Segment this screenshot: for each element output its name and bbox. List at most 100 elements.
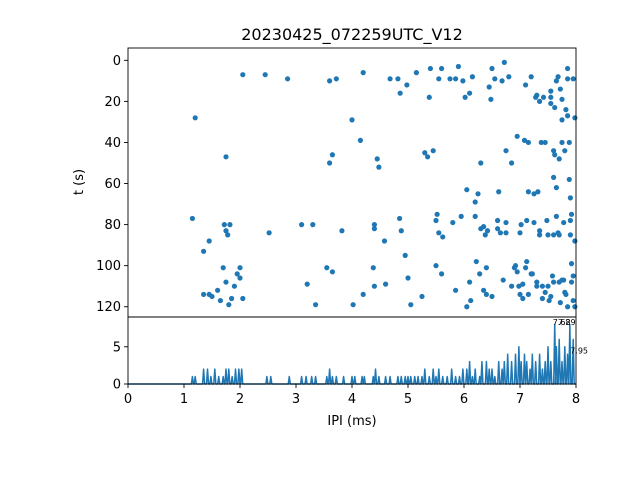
scatter-point [468, 297, 474, 304]
scatter-point [339, 228, 345, 234]
scatter-point [231, 283, 237, 289]
scatter-point [489, 293, 495, 300]
scatter-point [517, 230, 523, 236]
scatter-point [517, 291, 523, 298]
scatter-point [540, 94, 547, 100]
scatter-point [497, 230, 503, 236]
scatter-point [489, 65, 495, 72]
scatter-point [467, 90, 473, 96]
scatter-point [563, 291, 569, 298]
scatter-point [240, 295, 246, 302]
scatter-point [481, 287, 487, 293]
scatter-point [523, 265, 529, 271]
scatter-point [537, 232, 543, 238]
scatter-point [544, 217, 550, 224]
scatter-point [477, 271, 483, 277]
scatter-point [492, 76, 498, 82]
scatter-point [215, 287, 221, 293]
scatter-point [467, 279, 473, 285]
scatter-point [327, 78, 333, 84]
scatter-panel: 0 20 40 60 80 100 120 [96, 47, 578, 318]
scatter-point [503, 148, 509, 154]
scatter-point [455, 63, 461, 70]
scatter-point [405, 275, 411, 281]
scatter-point [433, 263, 439, 269]
scatter-point [512, 263, 519, 269]
scatter-point [568, 261, 575, 267]
scatter-point [473, 258, 479, 265]
scatter-point [548, 88, 554, 94]
scatter-point [426, 94, 432, 100]
scatter-point [551, 148, 557, 154]
scatter-point [570, 297, 576, 304]
scatter-point [572, 115, 578, 121]
ipi-histogram-line [128, 323, 576, 385]
scatter-point [240, 72, 246, 78]
scatter-point [458, 213, 464, 219]
scatter-point [360, 291, 366, 298]
scatter-point [537, 98, 543, 104]
scatter-point [567, 195, 574, 201]
scatter-point [221, 222, 227, 228]
scatter-point [534, 283, 540, 289]
scatter-point [439, 65, 445, 72]
scatter-point [436, 230, 442, 236]
scatter-point [538, 139, 544, 146]
scatter-point [472, 199, 478, 205]
scatter-point [514, 269, 520, 275]
scatter-point [552, 104, 558, 111]
scatter-point [539, 295, 546, 302]
scatter-point [520, 281, 526, 287]
scatter-point [525, 291, 532, 298]
scatter-point [206, 238, 212, 244]
scatter-point [285, 76, 291, 82]
scatter-point [524, 258, 530, 265]
scatter-point [234, 271, 240, 277]
scatter-point [481, 224, 487, 230]
scatter-point [556, 156, 562, 162]
y-tick-label-bottom: 5 [113, 340, 121, 355]
scatter-point [223, 279, 229, 285]
scatter-point [371, 283, 377, 289]
scatter-point [563, 107, 569, 113]
scatter-point [226, 302, 232, 308]
scatter-point [557, 86, 563, 92]
histogram-panel: 0 1 2 3 4 5 6 7 8 0 5 7.627.89 7.95 [113, 316, 588, 407]
scatter-point [565, 304, 571, 310]
scatter-point [299, 222, 305, 228]
scatter-point [565, 65, 571, 72]
scatter-point [518, 222, 524, 228]
scatter-point [229, 295, 235, 302]
scatter-point [469, 74, 475, 80]
x-tick-label: 6 [460, 392, 468, 407]
scatter-point [506, 74, 512, 80]
scatter-point [433, 217, 439, 224]
scatter-frame [127, 47, 577, 318]
scatter-point [548, 293, 554, 300]
scatter-point [566, 139, 572, 146]
x-tick-label: 1 [180, 392, 188, 407]
scatter-point [495, 217, 501, 224]
scatter-point [266, 230, 272, 236]
scatter-point [549, 273, 556, 279]
scatter-point [542, 139, 548, 146]
scatter-point [189, 215, 195, 222]
scatter-point [402, 252, 408, 258]
scatter-point [482, 232, 488, 238]
scatter-point [329, 152, 335, 158]
scatter-point [499, 78, 505, 84]
scatter-point [453, 287, 459, 293]
scatter-point [559, 139, 565, 146]
scatter-point [525, 189, 532, 195]
scatter-point [434, 211, 440, 217]
scatter-point [553, 213, 560, 219]
scatter-point [419, 293, 425, 300]
scatter-point [535, 189, 541, 195]
y-tick-label: 40 [104, 136, 121, 151]
scatter-point [546, 297, 552, 304]
y-tick-label: 0 [113, 54, 121, 69]
x-tick-label: 4 [348, 392, 356, 407]
y-axis-label-top: t (s) [72, 169, 87, 195]
scatter-point [486, 84, 492, 90]
